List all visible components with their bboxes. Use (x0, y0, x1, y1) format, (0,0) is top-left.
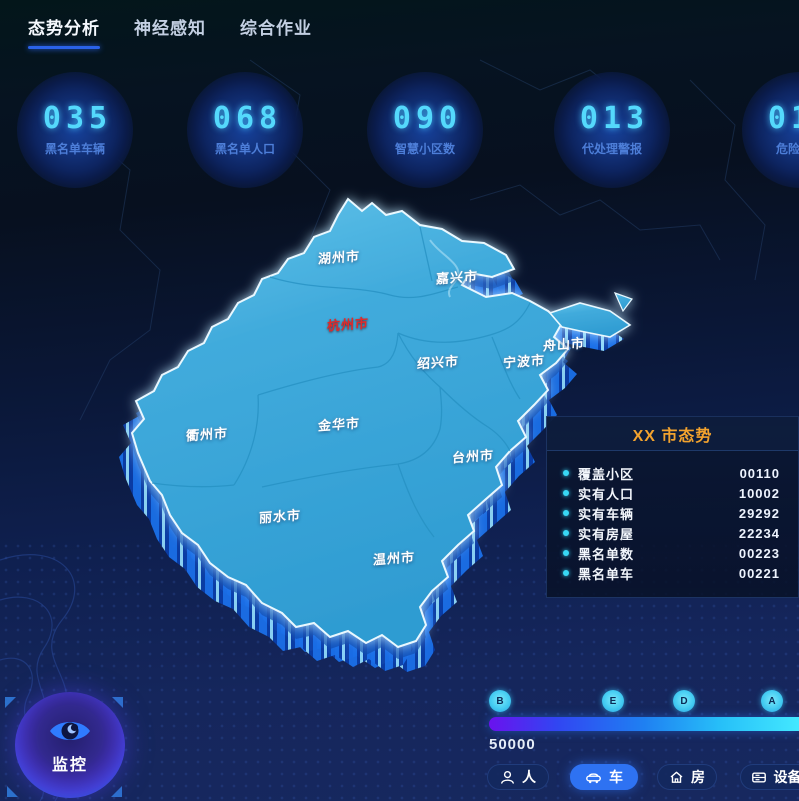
tab-label: 神经感知 (134, 19, 206, 38)
bullet-icon (563, 550, 569, 556)
stat-smart-communities: 090 智慧小区数 (367, 72, 483, 188)
city-situation-panel: XX 市态势 覆盖小区 00110 实有人口 10002 实有车辆 29292 … (546, 416, 799, 598)
city-label-jinhua[interactable]: 金华市 (317, 415, 361, 434)
tab-neural-perception[interactable]: 神经感知 (134, 14, 206, 49)
stat-label: 黑名单人口 (214, 141, 275, 156)
city-label-hangzhou[interactable]: 杭州市 (326, 315, 370, 334)
stat-label: 代处理警报 (581, 141, 642, 156)
tab-situation-analysis[interactable]: 态势分析 (28, 14, 100, 49)
slider-pin-e[interactable]: E (602, 690, 624, 712)
corner-triangle-icon (112, 697, 123, 708)
corner-triangle-icon (111, 786, 122, 797)
city-label-zhoushan[interactable]: 舟山市 (542, 335, 586, 354)
stat-blacklist-people: 068 黑名单人口 (187, 72, 303, 188)
stat-danger-places: 019 危险场所 (742, 72, 799, 188)
map-land[interactable] (131, 198, 633, 648)
panel-row-covered-communities: 覆盖小区 00110 (563, 463, 780, 483)
top-nav: 态势分析 神经感知 综合作业 (28, 14, 312, 49)
monitor-button[interactable]: 监控 (15, 692, 125, 798)
city-label-huzhou[interactable]: 湖州市 (317, 248, 361, 267)
stat-value: 035 (42, 100, 113, 136)
panel-title: XX 市态势 (632, 427, 713, 445)
bullet-icon (563, 570, 569, 576)
panel-row-blacklist-vehicles: 黑名单车 00221 (563, 563, 780, 583)
stat-blacklist-vehicles: 035 黑名单车辆 (17, 72, 133, 188)
stat-value: 013 (579, 100, 650, 136)
panel-header: XX 市态势 (547, 417, 798, 451)
bullet-icon (563, 510, 569, 516)
stat-value: 068 (212, 100, 283, 136)
monitor-label: 监控 (51, 757, 88, 774)
active-tab-underline (28, 46, 100, 49)
slider-pin-d[interactable]: D (673, 690, 695, 712)
stat-value: 090 (392, 100, 463, 136)
bullet-icon (563, 490, 569, 496)
tab-label: 态势分析 (28, 19, 100, 38)
map-river (429, 239, 460, 298)
gradient-slider[interactable] (489, 717, 799, 731)
filter-house-button[interactable]: 房 (657, 764, 717, 790)
person-icon (501, 770, 514, 784)
city-label-ningbo[interactable]: 宁波市 (502, 352, 546, 371)
city-label-taizhou[interactable]: 台州市 (451, 447, 495, 466)
slider-value: 50000 (489, 736, 536, 753)
eye-icon (50, 722, 90, 740)
slider-pin-b[interactable]: B (489, 690, 511, 712)
filter-device-button[interactable]: 设备 (740, 764, 799, 790)
tab-comprehensive-operations[interactable]: 综合作业 (240, 14, 312, 49)
province-map[interactable] (110, 185, 655, 690)
filter-person-button[interactable]: 人 (487, 764, 549, 790)
slider-pin-a[interactable]: A (761, 690, 783, 712)
city-label-jiaxing[interactable]: 嘉兴市 (435, 268, 479, 287)
panel-row-actual-houses: 实有房屋 22234 (563, 523, 780, 543)
panel-row-blacklist-count: 黑名单数 00223 (563, 543, 780, 563)
city-label-lishui[interactable]: 丽水市 (258, 507, 302, 526)
city-label-quzhou[interactable]: 衢州市 (185, 425, 229, 444)
bullet-icon (563, 470, 569, 476)
stat-label: 危险场所 (775, 141, 799, 156)
panel-rows: 覆盖小区 00110 实有人口 10002 实有车辆 29292 实有房屋 22… (547, 451, 798, 583)
panel-row-actual-vehicles: 实有车辆 29292 (563, 503, 780, 523)
stat-label: 黑名单车辆 (44, 141, 105, 156)
panel-row-actual-population: 实有人口 10002 (563, 483, 780, 503)
car-icon (586, 772, 601, 783)
filter-vehicle-button[interactable]: 车 (570, 764, 638, 790)
corner-triangle-icon (5, 697, 16, 708)
device-icon (751, 772, 766, 783)
stat-pending-alerts: 013 代处理警报 (554, 72, 670, 188)
bullet-icon (563, 530, 569, 536)
stat-label: 智慧小区数 (394, 141, 455, 156)
city-label-shaoxing[interactable]: 绍兴市 (416, 353, 460, 372)
house-icon (670, 771, 683, 783)
tab-label: 综合作业 (240, 19, 312, 38)
corner-triangle-icon (7, 786, 18, 797)
stat-value: 019 (767, 100, 799, 136)
city-label-wenzhou[interactable]: 温州市 (372, 549, 416, 568)
map-city-borders (151, 226, 531, 538)
